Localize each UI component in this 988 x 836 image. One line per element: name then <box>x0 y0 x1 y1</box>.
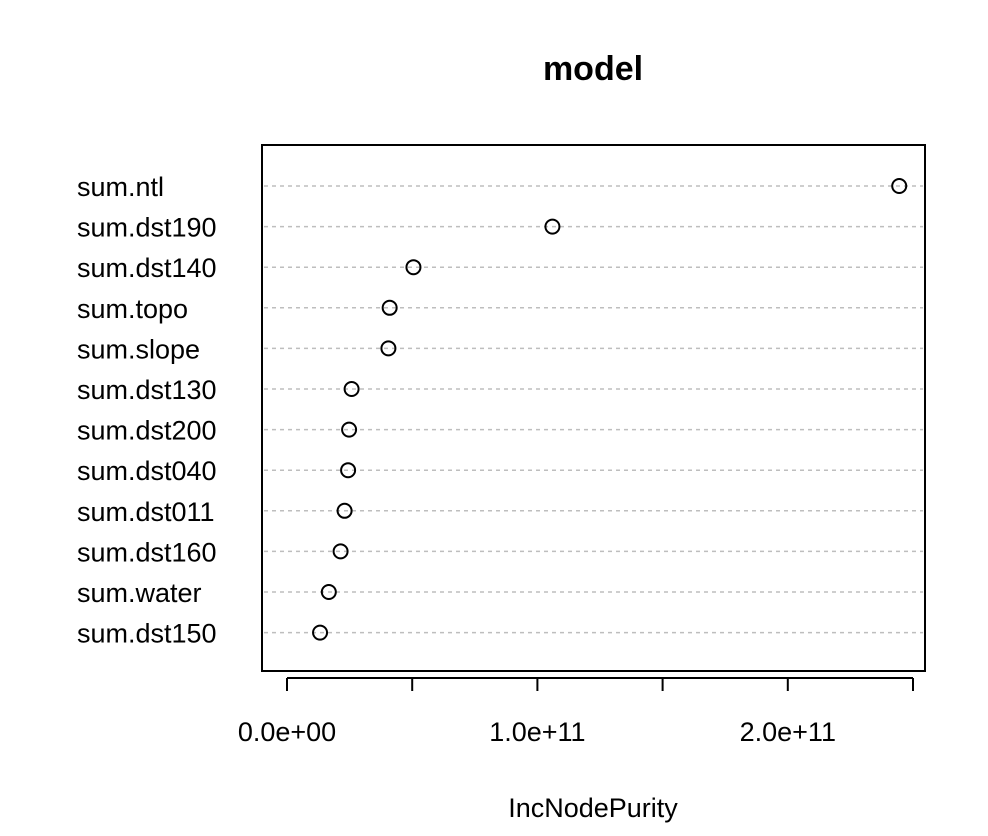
data-point <box>312 624 329 641</box>
data-points <box>312 178 908 641</box>
category-label: sum.dst140 <box>77 253 217 283</box>
x-axis-label: IncNodePurity <box>508 793 678 823</box>
data-point <box>336 502 353 519</box>
data-point <box>891 178 908 194</box>
category-label: sum.dst150 <box>77 619 217 649</box>
data-point <box>380 340 397 357</box>
plot-frame <box>261 144 926 672</box>
x-tick-label: 0.0e+00 <box>238 717 336 747</box>
data-point <box>332 543 349 560</box>
category-label: sum.slope <box>77 334 200 364</box>
grid-lines <box>264 185 923 634</box>
category-label: sum.ntl <box>77 172 164 202</box>
data-point <box>341 421 358 438</box>
category-label: sum.dst190 <box>77 213 217 243</box>
category-label: sum.dst200 <box>77 416 217 446</box>
category-label: sum.water <box>77 578 202 608</box>
data-point <box>343 381 360 397</box>
x-tick-label: 2.0e+11 <box>740 717 836 747</box>
category-label: sum.dst011 <box>77 497 215 527</box>
category-label: sum.dst160 <box>77 537 217 567</box>
chart-title: model <box>543 50 643 88</box>
data-point <box>544 218 561 235</box>
data-point <box>405 259 422 276</box>
category-label: sum.dst040 <box>77 456 217 486</box>
category-labels: sum.ntl sum.dst190 sum.dst140 sum.topo sum.s… <box>77 172 217 649</box>
data-point <box>320 584 337 600</box>
category-label: sum.topo <box>77 294 188 324</box>
category-label: sum.dst130 <box>77 375 217 405</box>
x-tick-label: 1.0e+11 <box>489 717 585 747</box>
data-point <box>340 462 357 479</box>
data-point <box>381 299 398 316</box>
x-axis: 0.0e+00 1.0e+11 2.0e+11 <box>238 677 914 747</box>
